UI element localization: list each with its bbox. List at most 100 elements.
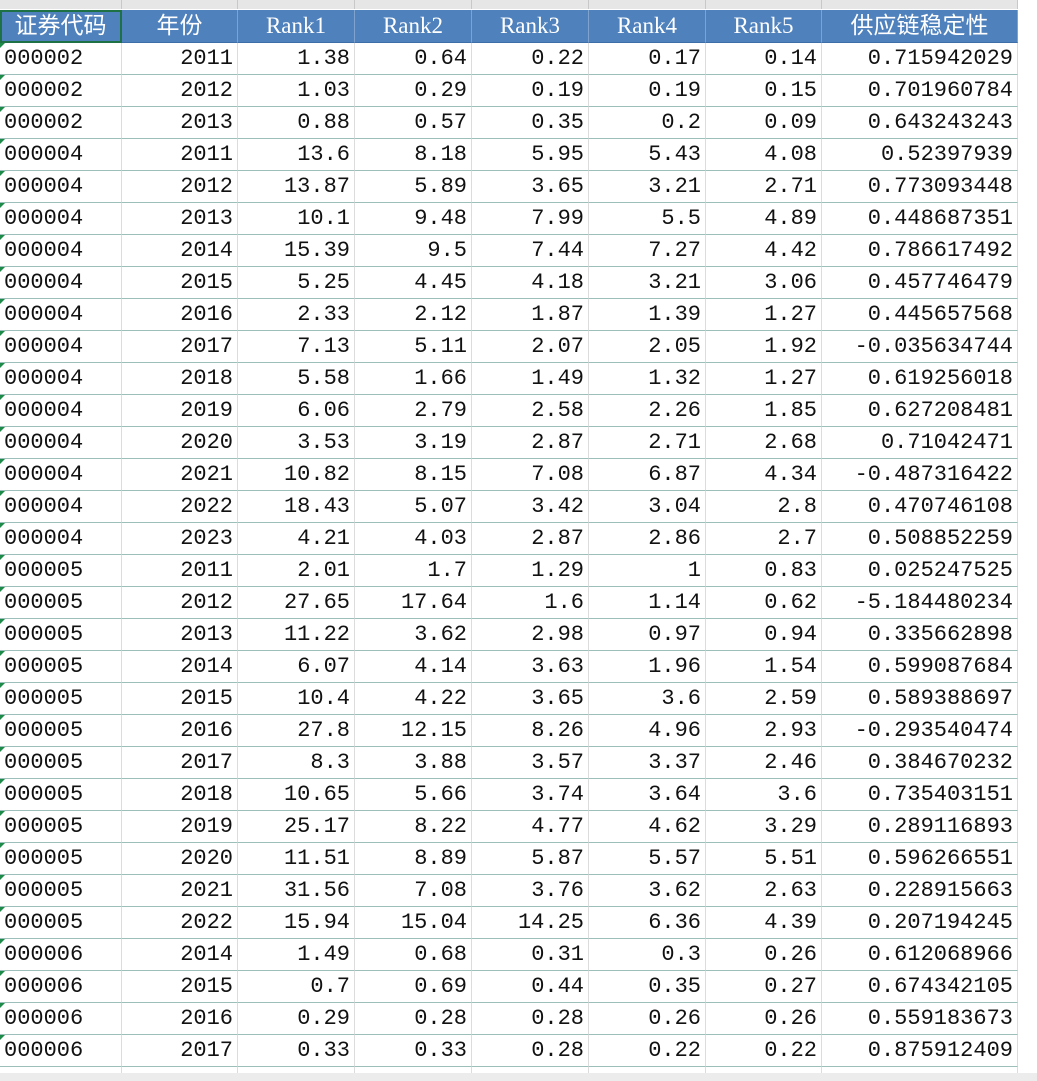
- header-cell: Rank2: [355, 10, 472, 43]
- column-header: [706, 0, 822, 9]
- code-cell: 000002: [0, 75, 122, 107]
- code-cell: 000006: [0, 1003, 122, 1035]
- data-cell: 3.21: [589, 171, 706, 203]
- header-cell: Rank3: [472, 10, 589, 43]
- data-cell: 5.25: [238, 267, 355, 299]
- data-cell: 3.6: [706, 779, 822, 811]
- data-cell: 2.98: [472, 619, 589, 651]
- data-cell: 5.5: [589, 203, 706, 235]
- data-cell: 2013: [122, 203, 238, 235]
- data-cell: 1.27: [706, 363, 822, 395]
- code-cell: 000006: [0, 1035, 122, 1067]
- data-cell: 1.92: [706, 331, 822, 363]
- code-cell: 000005: [0, 779, 122, 811]
- data-cell: 0.15: [706, 75, 822, 107]
- data-cell: 2020: [122, 843, 238, 875]
- data-cell: 1.29: [472, 555, 589, 587]
- data-cell: 2.59: [706, 683, 822, 715]
- data-cell: 2.07: [472, 331, 589, 363]
- data-cell: 0.786617492: [822, 235, 1018, 267]
- data-cell: 4.42: [706, 235, 822, 267]
- data-cell: 3.88: [355, 747, 472, 779]
- code-cell: 000005: [0, 875, 122, 907]
- code-cell: 000005: [0, 907, 122, 939]
- scrollbar: [0, 1073, 1037, 1081]
- data-cell: 0.57: [355, 107, 472, 139]
- header-cell: Rank4: [589, 10, 706, 43]
- data-cell: 4.89: [706, 203, 822, 235]
- code-cell: 000004: [0, 139, 122, 171]
- data-cell: 1.87: [472, 299, 589, 331]
- code-cell: 000006: [0, 939, 122, 971]
- data-cell: 4.62: [589, 811, 706, 843]
- data-cell: 15.04: [355, 907, 472, 939]
- data-cell: 6.06: [238, 395, 355, 427]
- data-cell: 2014: [122, 939, 238, 971]
- data-cell: 1.49: [472, 363, 589, 395]
- data-cell: 5.07: [355, 491, 472, 523]
- data-cell: 4.03: [355, 523, 472, 555]
- data-cell: 0.22: [706, 1035, 822, 1067]
- data-cell: 0.26: [589, 1003, 706, 1035]
- data-cell: 1.32: [589, 363, 706, 395]
- data-cell: 2017: [122, 747, 238, 779]
- data-cell: 2016: [122, 299, 238, 331]
- data-cell: 2.26: [589, 395, 706, 427]
- data-cell: 2021: [122, 875, 238, 907]
- data-cell: 2.71: [706, 171, 822, 203]
- data-cell: 8.3: [238, 747, 355, 779]
- data-cell: 0.674342105: [822, 971, 1018, 1003]
- header-cell: 供应链稳定性: [822, 10, 1018, 43]
- data-cell: 0.619256018: [822, 363, 1018, 395]
- header-cell: Rank1: [238, 10, 355, 43]
- data-cell: 8.26: [472, 715, 589, 747]
- data-cell: 0.35: [589, 971, 706, 1003]
- data-cell: 2016: [122, 715, 238, 747]
- data-cell: 2019: [122, 811, 238, 843]
- code-cell: 000004: [0, 171, 122, 203]
- data-cell: 3.42: [472, 491, 589, 523]
- data-cell: 0.71042471: [822, 427, 1018, 459]
- code-cell: 000004: [0, 363, 122, 395]
- data-cell: 3.21: [589, 267, 706, 299]
- code-cell: 000004: [0, 459, 122, 491]
- data-cell: 3.65: [472, 683, 589, 715]
- code-cell: 000002: [0, 107, 122, 139]
- data-cell: 2019: [122, 395, 238, 427]
- data-cell: 6.87: [589, 459, 706, 491]
- data-cell: 7.27: [589, 235, 706, 267]
- data-cell: 18.43: [238, 491, 355, 523]
- data-cell: 10.1: [238, 203, 355, 235]
- data-cell: 2.01: [238, 555, 355, 587]
- data-cell: 0.457746479: [822, 267, 1018, 299]
- data-cell: 4.08: [706, 139, 822, 171]
- column-header: [355, 0, 472, 9]
- data-cell: 0.701960784: [822, 75, 1018, 107]
- data-cell: 0.83: [706, 555, 822, 587]
- data-cell: -0.293540474: [822, 715, 1018, 747]
- data-cell: 13.87: [238, 171, 355, 203]
- data-cell: 3.65: [472, 171, 589, 203]
- code-cell: 000004: [0, 299, 122, 331]
- data-cell: 0.44: [472, 971, 589, 1003]
- data-cell: 0.68: [355, 939, 472, 971]
- data-cell: 2.58: [472, 395, 589, 427]
- data-cell: 0.29: [238, 1003, 355, 1035]
- data-cell: 8.89: [355, 843, 472, 875]
- data-cell: 4.21: [238, 523, 355, 555]
- column-header: [122, 0, 238, 9]
- data-cell: 0.384670232: [822, 747, 1018, 779]
- data-cell: 27.65: [238, 587, 355, 619]
- data-cell: 0.52397939: [822, 139, 1018, 171]
- data-cell: 0.470746108: [822, 491, 1018, 523]
- code-cell: 000004: [0, 203, 122, 235]
- data-cell: 3.74: [472, 779, 589, 811]
- data-cell: 7.08: [355, 875, 472, 907]
- data-cell: 2014: [122, 651, 238, 683]
- code-cell: 000004: [0, 395, 122, 427]
- data-cell: 2.93: [706, 715, 822, 747]
- code-cell: 000005: [0, 619, 122, 651]
- data-cell: 0.69: [355, 971, 472, 1003]
- data-cell: 3.64: [589, 779, 706, 811]
- data-cell: 2016: [122, 1003, 238, 1035]
